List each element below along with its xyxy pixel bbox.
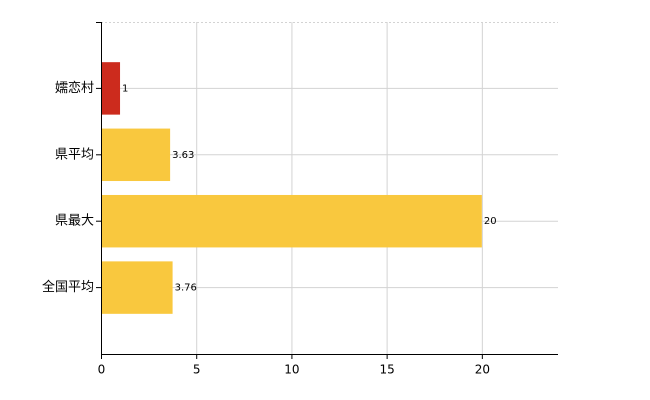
y-tick-label: 県最大: [55, 214, 94, 229]
data-label: 20: [484, 216, 497, 227]
y-tick-label: 県平均: [55, 147, 94, 162]
data-label: 1: [122, 83, 128, 94]
bar: [101, 194, 482, 248]
x-tick-label: 20: [475, 363, 490, 377]
bar: [101, 261, 173, 314]
y-tick-label: 全国平均: [42, 279, 94, 295]
x-tick-label: 5: [193, 363, 201, 377]
x-tick-label: 0: [98, 363, 106, 377]
data-label: 3.63: [172, 150, 194, 161]
y-tick-label: 嬬恋村: [55, 80, 94, 96]
x-tick-label: 15: [379, 363, 394, 377]
bar: [101, 62, 121, 115]
data-label: 3.76: [175, 283, 197, 294]
bar: [101, 128, 171, 182]
x-tick-label: 10: [284, 363, 299, 377]
